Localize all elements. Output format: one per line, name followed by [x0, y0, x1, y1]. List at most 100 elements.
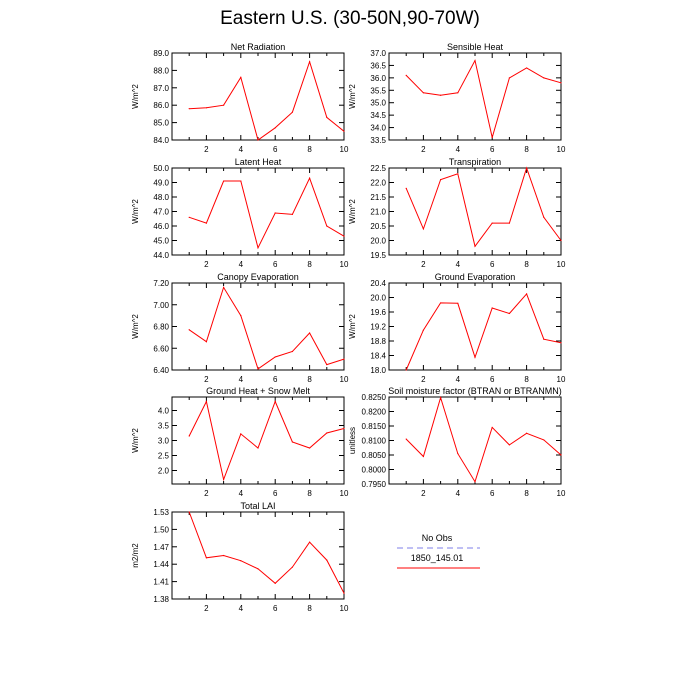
data-point — [440, 302, 442, 304]
data-point — [526, 293, 528, 295]
data-point — [422, 329, 424, 331]
y-tick-label: 3.5 — [158, 422, 170, 431]
series-line — [188, 286, 345, 370]
chart-panel: Total LAI 2 4 6 8 10 1.38 1.41 1.44 1.47 1.50 1.53 m… — [131, 501, 349, 613]
data-point — [326, 432, 328, 434]
data-point — [188, 216, 190, 218]
data-point — [457, 302, 459, 304]
data-point — [457, 452, 459, 455]
legend-model-label: 1850_145.01 — [411, 553, 464, 563]
y-tick-label: 45.0 — [153, 237, 169, 246]
x-tick-label: 8 — [524, 260, 529, 269]
data-point — [343, 592, 345, 594]
data-point — [274, 127, 276, 129]
y-tick-label: 48.0 — [153, 193, 169, 202]
data-point — [205, 400, 207, 403]
data-point — [560, 342, 562, 344]
y-axis-label: W/m^2 — [348, 314, 357, 339]
y-tick-label: 20.0 — [370, 237, 386, 246]
y-tick-label: 18.8 — [370, 337, 386, 346]
series-line — [189, 176, 345, 250]
series-line — [405, 166, 562, 248]
data-point — [257, 447, 259, 449]
x-tick-label: 6 — [273, 375, 278, 384]
x-tick-label: 2 — [204, 260, 209, 269]
y-tick-label: 6.80 — [153, 323, 169, 332]
x-tick-label: 10 — [340, 489, 349, 498]
y-tick-label: 36.0 — [370, 74, 386, 83]
x-tick-label: 10 — [557, 260, 566, 269]
y-tick-label: 35.0 — [370, 99, 386, 108]
x-tick-label: 2 — [421, 375, 426, 384]
y-tick-label: 0.8250 — [362, 393, 387, 402]
data-point — [422, 92, 424, 94]
data-point — [343, 427, 345, 430]
x-tick-label: 10 — [340, 145, 349, 154]
data-point — [205, 341, 207, 343]
y-tick-label: 2.5 — [158, 452, 170, 461]
y-tick-label: 47.0 — [153, 208, 169, 217]
data-point — [560, 239, 562, 242]
data-point — [560, 82, 562, 84]
y-tick-label: 7.20 — [153, 279, 169, 288]
plot-frame — [388, 167, 562, 256]
y-tick-label: 0.8000 — [362, 466, 387, 475]
y-axis-label: W/m^2 — [348, 199, 357, 224]
data-point — [457, 92, 459, 94]
plot-frame — [171, 167, 345, 256]
y-tick-label: 3.0 — [158, 437, 170, 446]
y-tick-label: 20.4 — [370, 279, 386, 288]
y-tick-label: 20.5 — [370, 222, 386, 231]
data-point — [474, 356, 476, 358]
y-tick-label: 0.8100 — [362, 437, 387, 446]
chart-panel: Canopy Evaporation 2 4 6 8 10 6.40 6.60 6.80 7.00… — [131, 272, 349, 384]
data-point — [474, 245, 476, 247]
chart-panel: Soil moisture factor (BTRAN or BTRANMN) 2… — [348, 386, 566, 498]
x-tick-label: 4 — [239, 489, 244, 498]
data-point — [508, 312, 510, 315]
x-tick-label: 10 — [340, 260, 349, 269]
data-point — [405, 187, 407, 189]
data-point — [309, 447, 311, 449]
y-axis-label: W/m^2 — [348, 84, 357, 109]
panel-title: Ground Heat + Snow Melt — [206, 386, 310, 396]
data-point — [508, 444, 510, 446]
data-point — [205, 107, 207, 109]
data-point — [188, 435, 190, 437]
series-line — [188, 511, 345, 594]
data-point — [326, 559, 328, 561]
data-point — [343, 358, 345, 360]
data-point — [274, 400, 276, 403]
x-tick-label: 6 — [273, 489, 278, 498]
panel-title: Ground Evaporation — [435, 272, 516, 282]
y-axis-label: W/m^2 — [131, 428, 140, 453]
chart-panel: Ground Heat + Snow Melt 2 4 6 8 10 2.0 2.5 3.0 3.… — [131, 386, 349, 498]
plot-frame — [171, 52, 345, 141]
series-line — [405, 59, 562, 138]
y-tick-label: 1.41 — [153, 578, 169, 587]
data-point — [291, 441, 293, 443]
y-tick-label: 7.00 — [153, 301, 169, 310]
y-tick-label: 87.0 — [153, 84, 169, 93]
y-tick-label: 36.5 — [370, 61, 386, 70]
x-tick-label: 6 — [273, 260, 278, 269]
series-line — [405, 292, 562, 371]
legend-obs-label: No Obs — [422, 533, 453, 543]
data-point — [188, 511, 190, 513]
x-tick-label: 8 — [307, 375, 312, 384]
y-tick-label: 6.40 — [153, 366, 169, 375]
data-point — [205, 222, 207, 224]
figure-title: Eastern U.S. (30-50N,90-70W) — [220, 8, 480, 29]
series-line — [189, 60, 345, 141]
x-tick-label: 10 — [557, 375, 566, 384]
x-tick-label: 10 — [340, 604, 349, 613]
y-axis-label: m2/m2 — [131, 543, 140, 568]
chart-panel: Ground Evaporation 2 4 6 8 10 18.0 18.4 18.8 19.2… — [348, 272, 566, 384]
y-tick-label: 88.0 — [153, 66, 169, 75]
data-point — [560, 454, 562, 456]
y-tick-label: 33.5 — [370, 136, 386, 145]
y-tick-label: 89.0 — [153, 49, 169, 58]
panel-title: Latent Heat — [235, 157, 282, 167]
data-point — [240, 180, 242, 182]
plot-frame — [171, 511, 345, 600]
